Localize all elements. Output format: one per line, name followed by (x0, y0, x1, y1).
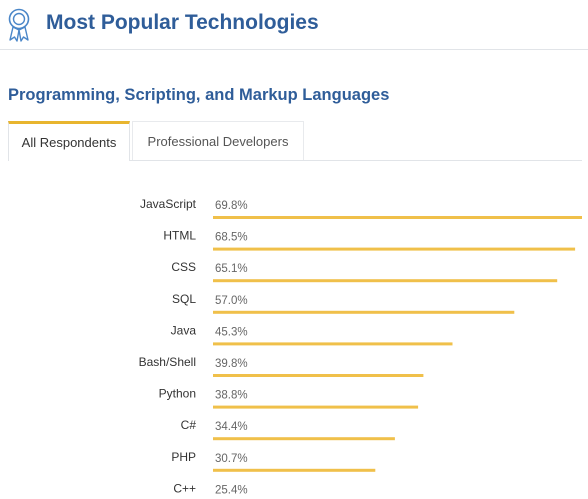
bar (213, 216, 582, 219)
bar (213, 405, 419, 409)
category-label: C# (181, 418, 197, 432)
tabs-divider (8, 160, 582, 161)
category-label: SQL (172, 292, 196, 306)
value-label: 57.0% (215, 295, 248, 307)
value-label: 45.3% (215, 326, 248, 338)
header-divider (0, 49, 588, 50)
value-label: 68.5% (215, 232, 248, 244)
page-title: Most Popular Technologies (46, 11, 319, 34)
tab-all-respondents[interactable]: All Respondents (8, 121, 130, 161)
category-label: JavaScript (140, 197, 197, 211)
value-label: 65.1% (215, 263, 248, 275)
value-label: 39.8% (215, 358, 248, 370)
category-label: Python (159, 387, 196, 401)
bar (213, 374, 424, 377)
value-label: 25.4% (215, 484, 248, 496)
bar (213, 468, 376, 472)
award-ribbon-icon (8, 8, 30, 42)
languages-bar-chart: JavaScript 69.8% HTML 68.5% CSS 65.1% SQL 57.0%… (139, 197, 582, 496)
bar (213, 342, 453, 346)
category-label: Java (171, 323, 197, 337)
category-label: Bash/Shell (139, 355, 196, 369)
bar (213, 279, 558, 283)
category-label: CSS (171, 260, 196, 274)
respondent-tabs: All Respondents Professional Developers (0, 121, 588, 161)
value-label: 69.8% (215, 200, 248, 212)
tab-professional-developers[interactable]: Professional Developers (132, 121, 304, 160)
value-label: 30.7% (215, 453, 248, 465)
category-label: PHP (171, 450, 196, 464)
page-header: Most Popular Technologies (0, 0, 588, 49)
category-label: HTML (163, 229, 196, 243)
value-label: 38.8% (215, 390, 248, 402)
value-label: 34.4% (215, 421, 248, 433)
bar (213, 310, 515, 314)
section-title: Programming, Scripting, and Markup Langu… (8, 86, 390, 104)
bar (213, 437, 395, 441)
category-label: C++ (173, 481, 196, 495)
bar (213, 247, 576, 251)
